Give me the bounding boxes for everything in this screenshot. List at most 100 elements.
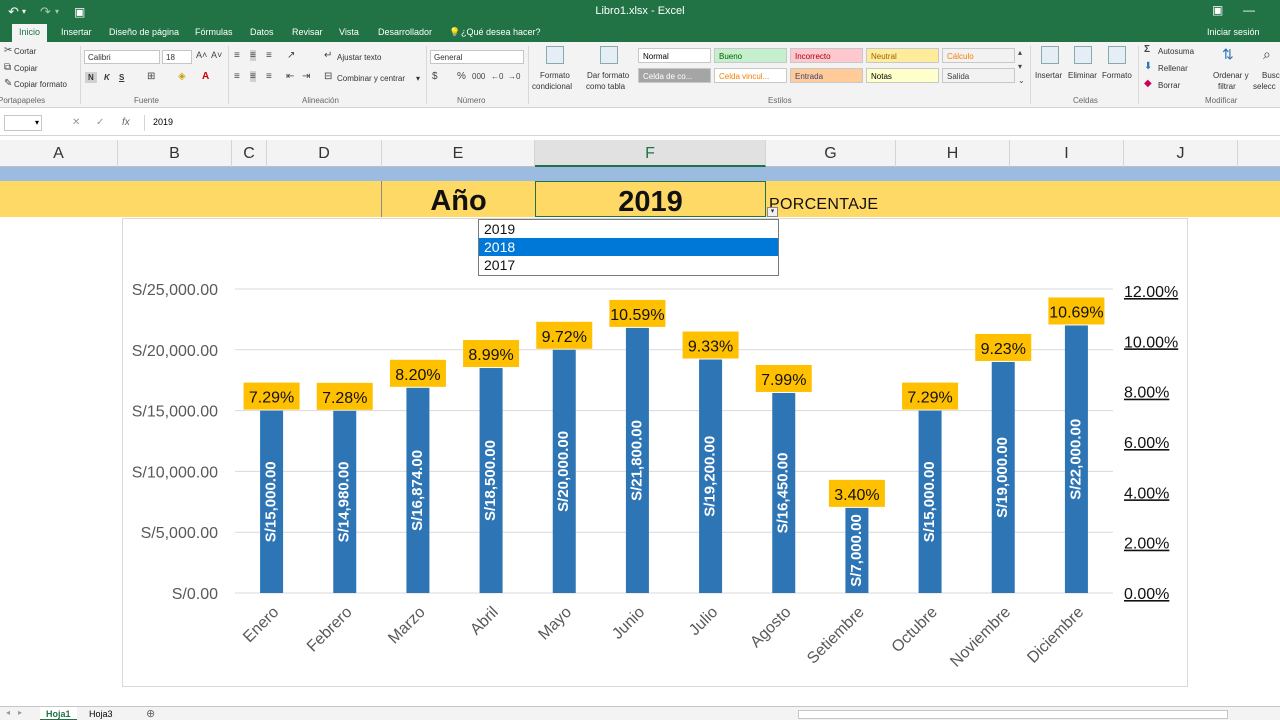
save-icon[interactable]: ▣	[74, 5, 86, 19]
font-color-icon[interactable]: A	[202, 71, 210, 82]
tab-insertar[interactable]: Insertar	[61, 27, 92, 37]
column-header-i[interactable]: I	[1010, 140, 1124, 167]
style-celda-vinculada[interactable]: Celda vincul...	[714, 68, 787, 83]
number-format-select[interactable]: General	[430, 50, 524, 64]
merge-dropdown-icon[interactable]: ▾	[416, 74, 421, 83]
fill-button[interactable]: Rellenar	[1158, 64, 1188, 73]
style-calculo[interactable]: Cálculo	[942, 48, 1015, 63]
format-as-table-label-2[interactable]: como tabla	[586, 82, 626, 91]
column-header-j[interactable]: J	[1124, 140, 1238, 167]
orientation-icon[interactable]: ↗	[287, 50, 296, 61]
format-as-table-label-1[interactable]: Dar formato	[587, 71, 630, 80]
format-painter-button[interactable]: Copiar formato	[14, 80, 67, 89]
insert-function-icon[interactable]: fx	[122, 117, 130, 128]
borders-icon[interactable]: ⊞	[147, 71, 156, 82]
format-cells-button[interactable]: Formato	[1102, 71, 1132, 80]
redo-dropdown-icon[interactable]: ▾	[55, 7, 60, 16]
minimize-icon[interactable]: —	[1243, 3, 1255, 17]
shrink-font-icon[interactable]: A˅	[211, 50, 223, 60]
worksheet[interactable]: Año 2019 PORCENTAJE ▾ S/0.00 S/5,000.00 S/…	[0, 167, 1280, 706]
add-sheet-icon[interactable]: ⊕	[146, 708, 156, 720]
decrease-decimal-icon[interactable]: →0	[508, 72, 521, 81]
column-header-e[interactable]: E	[382, 140, 535, 167]
find-select-label-1[interactable]: Busc	[1262, 71, 1280, 80]
name-box-dropdown-icon[interactable]: ▾	[34, 118, 39, 127]
align-left-icon[interactable]: ≡	[234, 71, 240, 82]
align-top-icon[interactable]: ≡	[234, 50, 240, 61]
dropdown-option-2017[interactable]: 2017	[484, 257, 516, 273]
wrap-text-button[interactable]: Ajustar texto	[337, 53, 382, 62]
delete-cells-button[interactable]: Eliminar	[1068, 71, 1097, 80]
sort-filter-label-2[interactable]: filtrar	[1218, 82, 1236, 91]
column-header-c[interactable]: C	[232, 140, 267, 167]
decrease-indent-icon[interactable]: ⇤	[286, 71, 295, 82]
column-header-k[interactable]	[1238, 140, 1280, 167]
align-right-icon[interactable]: ≡	[266, 71, 272, 82]
column-header-g[interactable]: G	[766, 140, 896, 167]
redo-icon[interactable]: ↷	[40, 4, 51, 19]
bold-button[interactable]: N	[85, 72, 97, 83]
column-header-f[interactable]: F	[535, 140, 766, 167]
currency-icon[interactable]: $	[432, 71, 438, 82]
thousands-icon[interactable]: 000	[472, 72, 486, 81]
increase-decimal-icon[interactable]: ←0	[491, 72, 504, 81]
check-icon[interactable]: ✓	[96, 117, 105, 128]
tab-desarrollador[interactable]: Desarrollador	[378, 27, 433, 37]
cancel-icon[interactable]: ✕	[72, 117, 81, 128]
year-label-cell[interactable]: Año	[381, 181, 535, 217]
dropdown-option-2018[interactable]: 2018	[479, 238, 778, 256]
increase-indent-icon[interactable]: ⇥	[302, 71, 311, 82]
horizontal-scrollbar[interactable]	[798, 710, 1228, 719]
dropdown-arrow-icon[interactable]: ▾	[767, 207, 778, 217]
undo-dropdown-icon[interactable]: ▾	[22, 7, 27, 16]
copy-button[interactable]: Copiar	[14, 64, 38, 73]
fill-color-icon[interactable]: ◈	[178, 71, 186, 82]
tab-vista[interactable]: Vista	[339, 27, 359, 37]
underline-button[interactable]: S	[119, 73, 125, 82]
percent-icon[interactable]: %	[457, 71, 466, 82]
style-salida[interactable]: Salida	[942, 68, 1015, 83]
style-celda-comprobacion[interactable]: Celda de co...	[638, 68, 711, 83]
column-header-d[interactable]: D	[267, 140, 382, 167]
next-sheet-icon[interactable]: ▸	[18, 708, 23, 717]
sort-filter-label-1[interactable]: Ordenar y	[1213, 71, 1249, 80]
conditional-format-label-1[interactable]: Formato	[540, 71, 570, 80]
sales-chart[interactable]: S/0.00 S/5,000.00 S/10,000.00 S/15,000.00 S/…	[122, 218, 1188, 687]
styles-more-icon[interactable]: ⌄	[1018, 76, 1025, 85]
styles-scroll-down-icon[interactable]: ▾	[1018, 62, 1023, 71]
font-size-select[interactable]: 18	[162, 50, 192, 64]
grow-font-icon[interactable]: A˄	[196, 50, 208, 60]
prev-sheet-icon[interactable]: ◂	[6, 708, 11, 717]
align-center-icon[interactable]: ≡	[250, 71, 256, 82]
tab-revisar[interactable]: Revisar	[292, 27, 323, 37]
styles-scroll-up-icon[interactable]: ▴	[1018, 48, 1023, 57]
formula-input[interactable]: 2019	[144, 115, 1276, 131]
name-box[interactable]: ▾	[4, 115, 42, 131]
style-incorrecto[interactable]: Incorrecto	[790, 48, 863, 63]
style-neutral[interactable]: Neutral	[866, 48, 939, 63]
style-normal[interactable]: Normal	[638, 48, 711, 63]
style-bueno[interactable]: Bueno	[714, 48, 787, 63]
cut-button[interactable]: Cortar	[14, 47, 37, 56]
italic-button[interactable]: K	[104, 73, 110, 82]
year-value-cell[interactable]: 2019	[535, 181, 766, 218]
tab-datos[interactable]: Datos	[250, 27, 274, 37]
insert-cells-button[interactable]: Insertar	[1035, 71, 1063, 80]
ribbon-display-icon[interactable]: ▣	[1212, 3, 1224, 17]
conditional-format-label-2[interactable]: condicional	[532, 82, 573, 91]
dropdown-option-2019[interactable]: 2019	[484, 221, 516, 237]
tab-diseno-pagina[interactable]: Diseño de página	[109, 27, 180, 37]
style-notas[interactable]: Notas	[866, 68, 939, 83]
sheet-tab-hoja1[interactable]: Hoja1	[40, 707, 77, 720]
tab-formulas[interactable]: Fórmulas	[195, 27, 233, 37]
merge-center-button[interactable]: Combinar y centrar	[337, 74, 406, 83]
undo-icon[interactable]: ↶	[8, 4, 19, 19]
autosum-button[interactable]: Autosuma	[1158, 47, 1195, 56]
find-select-label-2[interactable]: selecc	[1253, 82, 1276, 91]
column-header-h[interactable]: H	[896, 140, 1010, 167]
tab-inicio[interactable]: Inicio	[12, 24, 48, 42]
column-header-b[interactable]: B	[118, 140, 232, 167]
clear-button[interactable]: Borrar	[1158, 81, 1181, 90]
sheet-tab-hoja3[interactable]: Hoja3	[89, 709, 113, 719]
tell-me-search[interactable]: ¿Qué desea hacer?	[461, 27, 541, 37]
